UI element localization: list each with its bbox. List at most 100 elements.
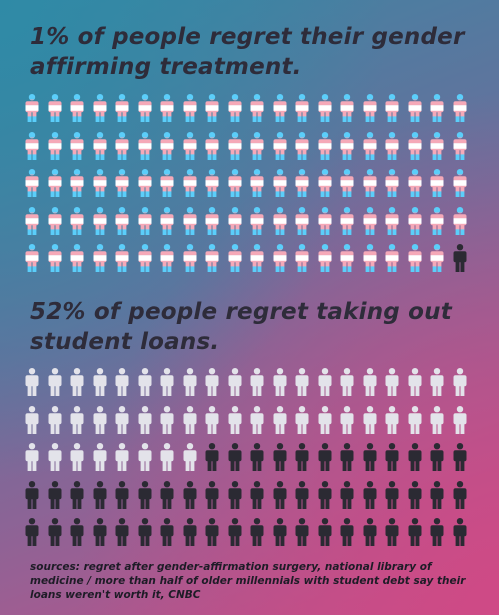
person-icon-highlighted <box>453 518 467 546</box>
person-icon <box>160 94 174 122</box>
person-icon <box>318 244 332 272</box>
person-icon <box>250 405 264 434</box>
headline-student-loans: 52% of people regret taking out student … <box>30 299 452 355</box>
person-icon <box>160 244 174 272</box>
person-icon <box>228 169 242 197</box>
person-icon <box>48 244 62 272</box>
person-icon-highlighted <box>250 518 264 546</box>
person-icon <box>70 169 84 197</box>
person-icon <box>138 169 152 197</box>
person-icon-highlighted <box>160 480 174 509</box>
person-icon-highlighted <box>93 518 107 546</box>
headline-gender-affirming: 1% of people regret their gender affirmi… <box>30 24 465 80</box>
person-icon-highlighted <box>318 518 332 546</box>
person-icon <box>183 405 197 434</box>
person-icon <box>408 405 422 434</box>
person-icon <box>453 206 467 235</box>
person-icon <box>430 244 444 272</box>
person-icon <box>70 368 84 396</box>
person-icon-highlighted <box>228 480 242 509</box>
person-icon <box>250 169 264 197</box>
person-icon <box>363 368 377 396</box>
person-icon <box>340 94 354 122</box>
person-icon <box>408 206 422 235</box>
person-icon <box>318 169 332 197</box>
person-icon <box>138 405 152 434</box>
person-icon <box>70 443 84 471</box>
person-icon-highlighted <box>115 518 129 546</box>
person-icon <box>385 94 399 122</box>
person-icon <box>430 206 444 235</box>
person-icon-highlighted <box>273 443 287 471</box>
person-icon-highlighted <box>363 480 377 509</box>
person-icon <box>138 206 152 235</box>
person-icon-highlighted <box>273 518 287 546</box>
person-icon <box>453 131 467 160</box>
person-icon <box>25 131 39 160</box>
person-icon-highlighted <box>115 480 129 509</box>
person-icon <box>115 405 129 434</box>
person-icon <box>228 368 242 396</box>
person-icon <box>25 94 39 122</box>
person-icon <box>48 206 62 235</box>
person-icon-highlighted <box>385 443 399 471</box>
person-icon <box>205 206 219 235</box>
person-icon <box>183 368 197 396</box>
person-icon <box>115 368 129 396</box>
person-icon <box>205 244 219 272</box>
person-icon <box>408 244 422 272</box>
person-icon <box>363 131 377 160</box>
person-icon <box>385 206 399 235</box>
person-icon <box>160 131 174 160</box>
person-icon <box>48 405 62 434</box>
person-icon-highlighted <box>385 518 399 546</box>
person-icon-highlighted <box>228 518 242 546</box>
person-icon <box>453 94 467 122</box>
person-icon-highlighted <box>273 480 287 509</box>
person-icon <box>295 169 309 197</box>
person-icon <box>385 131 399 160</box>
person-icon <box>160 443 174 471</box>
person-icon <box>48 169 62 197</box>
person-icon <box>295 94 309 122</box>
person-icon <box>93 368 107 396</box>
person-icon-highlighted <box>70 480 84 509</box>
person-icon <box>385 244 399 272</box>
person-icon <box>340 169 354 197</box>
person-icon <box>183 206 197 235</box>
person-icon <box>273 94 287 122</box>
person-icon <box>318 131 332 160</box>
person-icon <box>273 206 287 235</box>
person-icon <box>430 94 444 122</box>
person-icon <box>363 94 377 122</box>
person-icon <box>25 244 39 272</box>
person-icon <box>408 368 422 396</box>
person-icon <box>318 405 332 434</box>
person-icon <box>115 169 129 197</box>
person-icon-highlighted <box>183 480 197 509</box>
person-icon <box>295 405 309 434</box>
person-icon-highlighted <box>295 518 309 546</box>
person-icon <box>205 169 219 197</box>
person-icon-highlighted <box>93 480 107 509</box>
person-icon <box>93 169 107 197</box>
person-icon <box>453 368 467 396</box>
person-icon <box>138 443 152 471</box>
person-icon <box>70 131 84 160</box>
person-icon <box>340 206 354 235</box>
person-icon <box>183 443 197 471</box>
person-icon <box>273 131 287 160</box>
person-icon <box>363 405 377 434</box>
person-icon <box>93 443 107 471</box>
sources-note: sources: regret after gender-affirmation… <box>30 561 466 601</box>
person-icon-highlighted <box>430 480 444 509</box>
person-icon <box>295 206 309 235</box>
person-icon <box>250 368 264 396</box>
person-icon-highlighted <box>453 480 467 509</box>
person-icon <box>70 94 84 122</box>
person-icon <box>183 131 197 160</box>
person-icon <box>340 131 354 160</box>
person-icon <box>93 244 107 272</box>
person-icon <box>160 206 174 235</box>
person-icon <box>385 368 399 396</box>
